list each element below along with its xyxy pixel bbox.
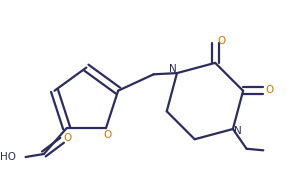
- Text: N: N: [169, 64, 176, 74]
- Text: O: O: [103, 130, 112, 140]
- Text: O: O: [218, 36, 226, 46]
- Text: O: O: [266, 85, 274, 95]
- Text: HO: HO: [1, 152, 16, 162]
- Text: O: O: [63, 133, 72, 143]
- Text: N: N: [235, 126, 242, 136]
